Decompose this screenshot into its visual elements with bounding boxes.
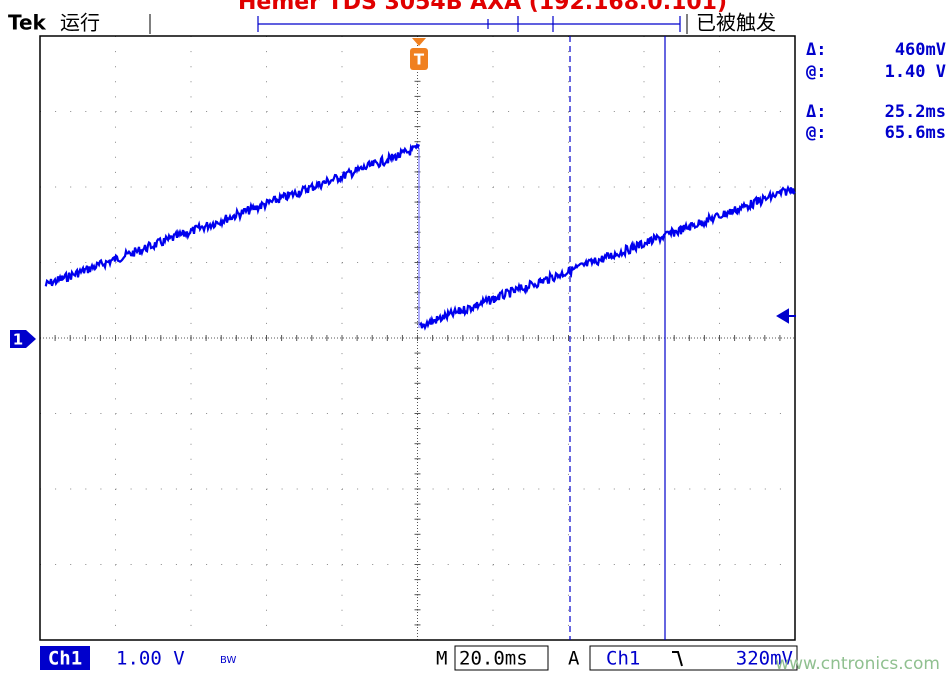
brand: Tek xyxy=(8,11,47,35)
footer-trigger-level: 320mV xyxy=(736,648,793,670)
graticule xyxy=(39,35,796,641)
trigger-marker: T xyxy=(414,51,425,69)
trigger-marker-bg xyxy=(410,48,428,70)
watermark: www.cntronics.com xyxy=(775,654,940,674)
falling-edge-icon xyxy=(672,651,683,667)
readout-value: 25.2ms xyxy=(885,102,946,122)
window-title: Hemer TDS 3054B AXA (192.168.0.101) xyxy=(238,0,727,15)
readout-symbol: @: xyxy=(806,62,826,82)
readout-symbol: @: xyxy=(806,123,826,143)
trigger-arrow xyxy=(412,38,426,46)
waveform-trace xyxy=(44,142,421,287)
channel-marker: 1 xyxy=(13,331,23,349)
run-status: 运行 xyxy=(60,11,100,35)
trigger-box xyxy=(589,645,798,671)
readout-symbol: Δ: xyxy=(806,102,826,122)
trigger-state: 已被触发 xyxy=(696,11,776,35)
screen-border xyxy=(39,35,796,641)
readout-value: 460mV xyxy=(895,40,946,60)
footer-bandwidth: BW xyxy=(220,655,237,666)
readout-value: 65.6ms xyxy=(885,123,946,143)
record-bar xyxy=(257,16,681,32)
readout-symbol: Δ: xyxy=(806,40,826,60)
footer-scale: 1.00 V xyxy=(116,648,185,670)
waveform-trace xyxy=(419,184,796,331)
time-box xyxy=(454,645,549,671)
readout-value: 1.40 V xyxy=(885,62,946,82)
footer-time-scale: 20.0ms xyxy=(459,648,528,670)
trigger-level-arrow xyxy=(776,308,796,324)
channel-marker-bg xyxy=(10,330,36,348)
channel-badge xyxy=(40,646,90,670)
footer-trigger-mode: A xyxy=(568,648,580,670)
footer-time-label: M xyxy=(436,648,447,670)
footer-channel: Ch1 xyxy=(48,648,82,670)
waveform xyxy=(44,142,796,331)
footer-trigger-source: Ch1 xyxy=(606,648,640,670)
